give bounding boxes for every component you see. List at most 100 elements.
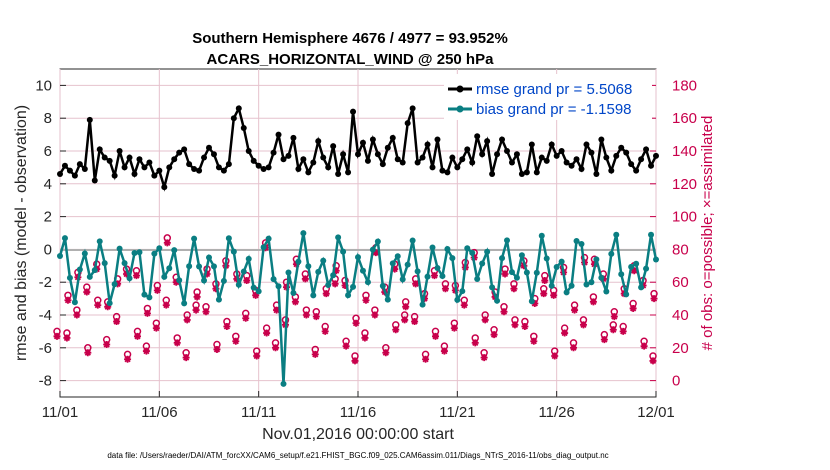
rmse-point [384, 144, 391, 151]
obs-assimilated-marker [103, 341, 111, 349]
legend: rmse grand pr = 5.5068 bias grand pr = -… [444, 74, 652, 120]
y2-tick-label: 160 [672, 110, 697, 127]
rmse-point [330, 143, 337, 150]
rmse-point [623, 149, 630, 156]
bias-point [648, 231, 655, 238]
bias-point [355, 254, 361, 261]
obs-assimilated-marker [471, 339, 479, 347]
y-tick-label: 10 [35, 77, 52, 94]
y-tick-label: 8 [44, 110, 52, 127]
rmse-point [489, 170, 496, 177]
rmse-point [454, 164, 461, 171]
bias-point [414, 268, 421, 275]
obs-assimilated-marker [163, 239, 171, 247]
obs-assimilated-marker [253, 352, 261, 360]
obs-assimilated-marker [500, 308, 508, 316]
rmse-point [106, 157, 113, 164]
bias-point [215, 296, 222, 303]
rmse-point [315, 138, 322, 145]
x-tick-label: 11/11 [241, 404, 276, 421]
obs-assimilated-marker [283, 283, 290, 291]
obs-assimilated-marker [391, 265, 399, 273]
y2-axis: 0 20 40 60 80 100 120 140 160 180 [650, 77, 697, 390]
legend-rmse-label: rmse grand pr = 5.5068 [476, 81, 632, 98]
rmse-point [210, 151, 217, 158]
rmse-point [394, 156, 401, 163]
bias-point [533, 269, 540, 276]
bias-point [469, 249, 476, 256]
obs-assimilated-marker [649, 357, 657, 365]
obs-assimilated-marker [490, 331, 498, 339]
bias-point [479, 260, 486, 267]
rmse-point [81, 166, 88, 173]
obs-assimilated-marker [571, 306, 579, 314]
bias-point [146, 294, 153, 301]
bias-point [250, 284, 257, 291]
obs-assimilated-marker [450, 324, 458, 332]
bias-point [444, 246, 451, 253]
rmse-point [379, 161, 386, 168]
y-tick-label: -6 [39, 340, 52, 357]
bias-point [156, 245, 163, 252]
bias-point [588, 279, 595, 286]
rmse-point [653, 152, 659, 159]
obs-assimilated-marker [322, 290, 330, 298]
bias-point [513, 274, 520, 281]
obs-assimilated-marker [609, 326, 617, 334]
obs-assimilated-marker [302, 311, 310, 319]
rmse-point [206, 144, 212, 151]
bias-point [553, 263, 560, 270]
rmse-point [553, 152, 560, 159]
bias-point [151, 250, 158, 257]
rmse-point [459, 156, 466, 163]
obs-assimilated-marker [193, 293, 201, 301]
bias-point [350, 283, 357, 290]
obs-assimilated-marker [619, 327, 627, 335]
rmse-point [225, 161, 232, 168]
rmse-point [285, 152, 292, 159]
bias-point [131, 250, 138, 257]
rmse-point [196, 167, 203, 174]
bias-point [325, 282, 332, 289]
bias-point [206, 254, 212, 261]
obs-assimilated-marker [332, 267, 340, 275]
bias-point [270, 276, 277, 283]
rmse-point [141, 164, 148, 171]
bias-point [315, 268, 322, 275]
obs-assimilated-marker [382, 349, 390, 357]
obs-assimilated-marker [263, 329, 271, 337]
bias-point [225, 235, 232, 242]
obs-assimilated-marker [629, 304, 637, 312]
rmse-point [528, 141, 535, 148]
rmse-point [260, 166, 267, 173]
bias-point [653, 256, 659, 263]
rmse-point [583, 141, 590, 148]
rmse-point [355, 151, 361, 158]
footer-data-file: data file: /Users/raeder/DAI/ATM_forcXX/… [107, 451, 608, 460]
bias-point [504, 237, 510, 244]
rmse-point [399, 159, 406, 166]
bias-point [300, 230, 307, 237]
obs-assimilated-marker [64, 296, 72, 304]
x-tick-label: 12/01 [637, 404, 675, 421]
bias-point [528, 298, 535, 305]
bias-point [76, 266, 83, 273]
rmse-point [464, 146, 471, 153]
bias-point [499, 255, 506, 262]
rmse-point [66, 167, 73, 174]
y-tick-label: -8 [39, 373, 52, 390]
rmse-point [350, 108, 357, 115]
rmse-point [61, 162, 68, 169]
bias-point [394, 253, 401, 260]
obs-assimilated-marker [223, 322, 231, 330]
rmse-point [121, 164, 128, 171]
obs-assimilated-marker [173, 339, 181, 347]
x-tick-label: 11/16 [340, 404, 376, 421]
bias-point [364, 279, 371, 286]
obs-assimilated-marker [342, 342, 350, 350]
rmse-point [191, 166, 198, 173]
rmse-point [543, 157, 550, 164]
y2-tick-label: 0 [672, 373, 680, 390]
obs-assimilated-marker [53, 332, 61, 340]
